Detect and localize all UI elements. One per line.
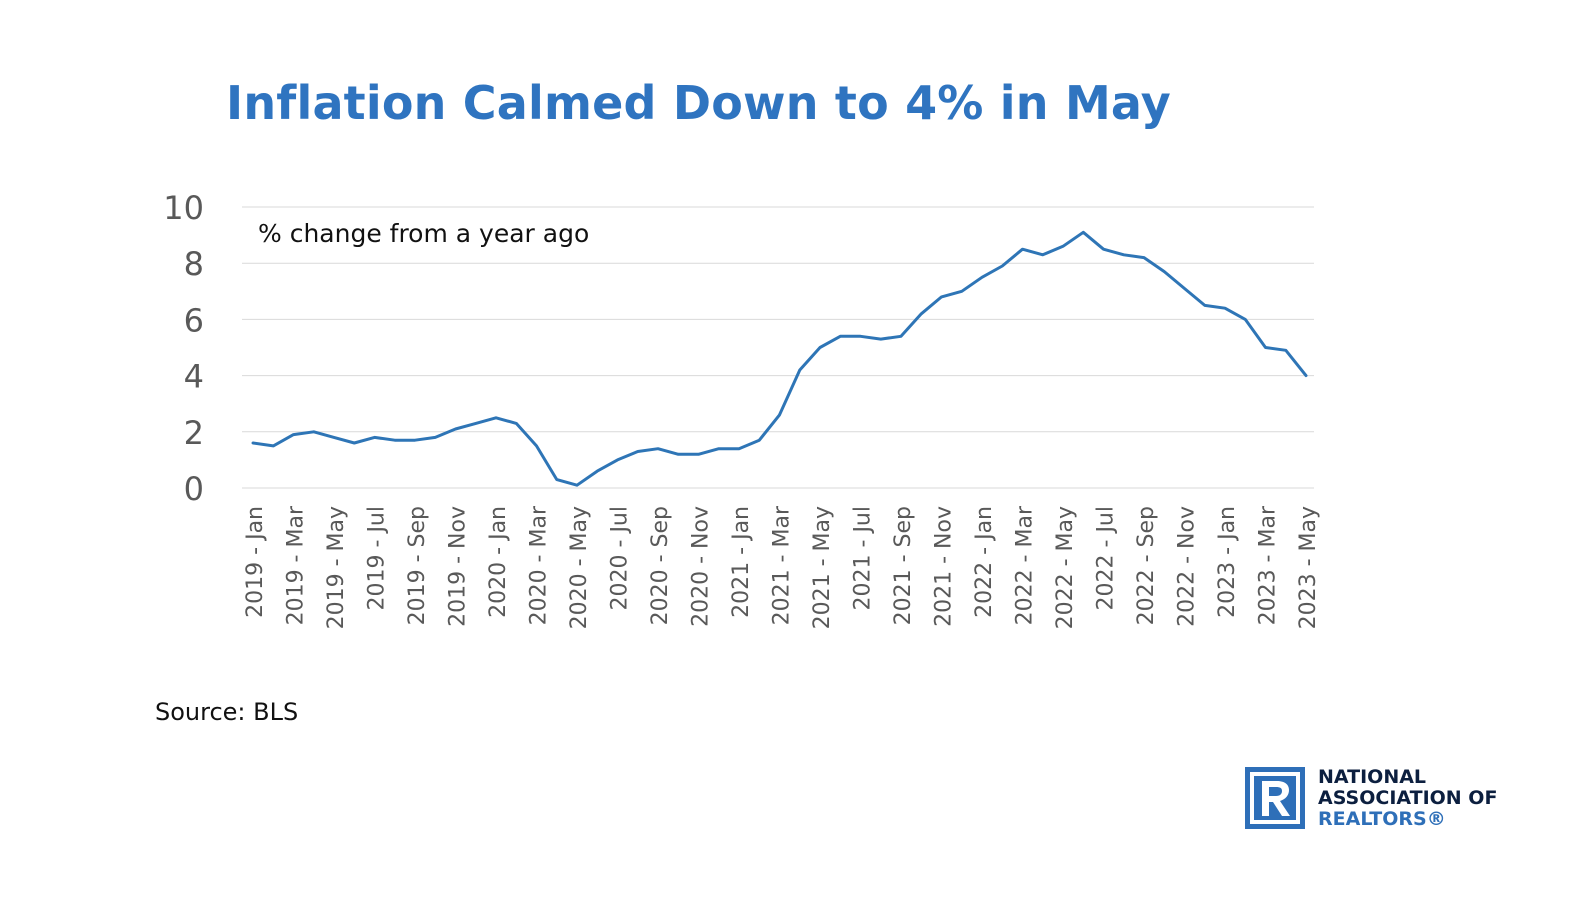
y-tick-label: 4	[184, 358, 204, 396]
x-tick-label: 2022 - May	[1053, 506, 1078, 629]
y-tick-label: 10	[163, 189, 204, 227]
x-tick-label: 2020 - Nov	[689, 506, 714, 627]
series-line	[251, 230, 1308, 487]
x-tick-label: 2020 - Sep	[648, 506, 673, 625]
data-points	[253, 232, 1306, 485]
x-tick-label: 2019 - Sep	[405, 506, 430, 625]
y-tick-label: 6	[184, 301, 204, 339]
chart-annotation: % change from a year ago	[258, 219, 589, 248]
x-tick-label: 2020 - Jan	[486, 506, 511, 618]
x-tick-label: 2019 - Jan	[243, 506, 268, 618]
gridlines	[242, 206, 1314, 489]
x-tick-label: 2023 - May	[1296, 506, 1321, 629]
x-tick-label: 2019 - Jul	[365, 506, 390, 610]
x-tick-label: 2023 - Mar	[1256, 505, 1281, 625]
realtor-r-logo-icon	[1245, 767, 1305, 829]
x-tick-label: 2020 - May	[567, 506, 592, 629]
x-tick-label: 2021 - May	[810, 506, 835, 629]
logo-line-2: ASSOCIATION OF	[1318, 787, 1498, 809]
y-tick-label: 0	[184, 470, 204, 508]
chart-title: Inflation Calmed Down to 4% in May	[226, 76, 1171, 130]
x-tick-label: 2022 - Mar	[1013, 505, 1038, 625]
source-note: Source: BLS	[155, 698, 299, 726]
nar-logo: NATIONAL ASSOCIATION OF REALTORS®	[1245, 767, 1545, 831]
x-tick-label: 2021 - Jul	[851, 506, 876, 610]
x-tick-label: 2023 - Jan	[1215, 506, 1240, 618]
x-tick-label: 2021 - Mar	[770, 505, 795, 625]
y-tick-label: 2	[184, 414, 204, 452]
logo-wordmark: NATIONAL ASSOCIATION OF REALTORS®	[1318, 767, 1497, 830]
x-tick-label: 2022 - Jan	[972, 506, 997, 618]
x-axis-ticks: 2019 - Jan 2019 - Mar 2019 - May 2019 - Jul…	[243, 505, 1321, 629]
y-axis-ticks: 0 2 4 6 8 10	[163, 189, 204, 508]
x-tick-label: 2019 - Mar	[284, 505, 309, 625]
x-tick-label: 2020 - Mar	[527, 505, 552, 625]
x-tick-label: 2021 - Nov	[932, 506, 957, 627]
logo-line-1: NATIONAL	[1318, 766, 1427, 788]
x-tick-label: 2020 - Jul	[608, 506, 633, 610]
x-tick-label: 2022 - Sep	[1134, 506, 1159, 625]
y-tick-label: 8	[184, 245, 204, 283]
x-tick-label: 2022 - Nov	[1175, 506, 1200, 627]
x-tick-label: 2021 - Sep	[891, 506, 916, 625]
logo-line-3: REALTORS®	[1318, 808, 1446, 830]
x-tick-label: 2021 - Jan	[729, 506, 754, 618]
x-tick-label: 2019 - Nov	[446, 506, 471, 627]
x-tick-label: 2022 - Jul	[1094, 506, 1119, 610]
x-tick-label: 2019 - May	[324, 506, 349, 629]
